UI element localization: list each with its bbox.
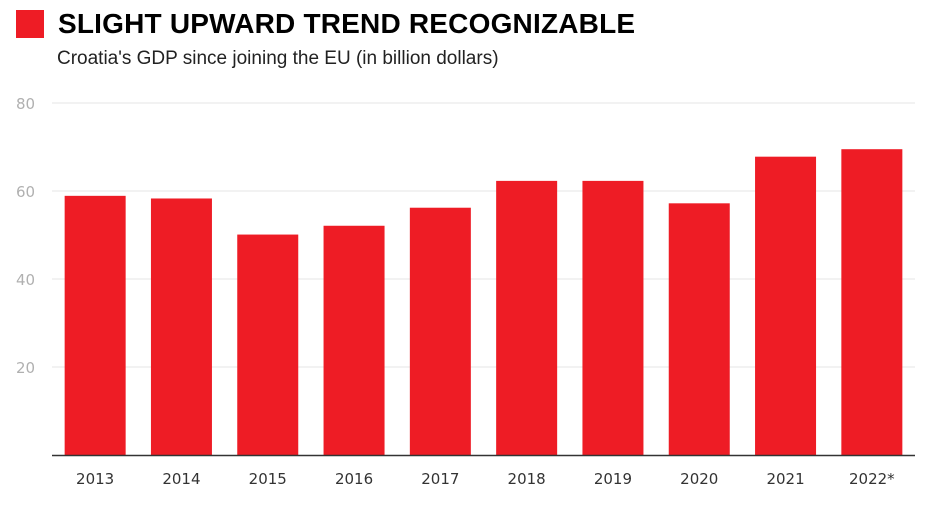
title-square-marker: [16, 10, 44, 38]
bar-2013: [64, 195, 126, 455]
x-tick-label-2019: 2019: [594, 470, 632, 488]
y-tick-label-60: 60: [16, 183, 35, 201]
x-tick-label-2014: 2014: [162, 470, 200, 488]
y-tick-label-80: 80: [16, 95, 35, 113]
x-tick-label-2015: 2015: [249, 470, 287, 488]
x-tick-label-2022: 2022*: [849, 470, 895, 488]
x-tick-label-2016: 2016: [335, 470, 373, 488]
bar-2018: [496, 180, 558, 455]
bar-2015: [237, 234, 299, 455]
bar-2022: [841, 149, 903, 455]
bar-2021: [755, 156, 817, 455]
bar-2017: [409, 207, 471, 455]
chart-header: SLIGHT UPWARD TREND RECOGNIZABLE: [16, 6, 635, 42]
bar-2019: [582, 180, 644, 455]
bar-2020: [668, 203, 730, 455]
bar-2016: [323, 225, 385, 455]
bar-2014: [150, 198, 212, 456]
x-tick-label-2018: 2018: [508, 470, 546, 488]
x-tick-label-2021: 2021: [766, 470, 804, 488]
y-tick-label-40: 40: [16, 271, 35, 289]
chart-title: SLIGHT UPWARD TREND RECOGNIZABLE: [58, 8, 636, 39]
chart-subtitle: Croatia's GDP since joining the EU (in b…: [57, 48, 499, 69]
x-tick-label-2017: 2017: [421, 470, 459, 488]
x-tick-label-2013: 2013: [76, 470, 114, 488]
x-tick-label-2020: 2020: [680, 470, 718, 488]
y-tick-label-20: 20: [16, 359, 35, 377]
